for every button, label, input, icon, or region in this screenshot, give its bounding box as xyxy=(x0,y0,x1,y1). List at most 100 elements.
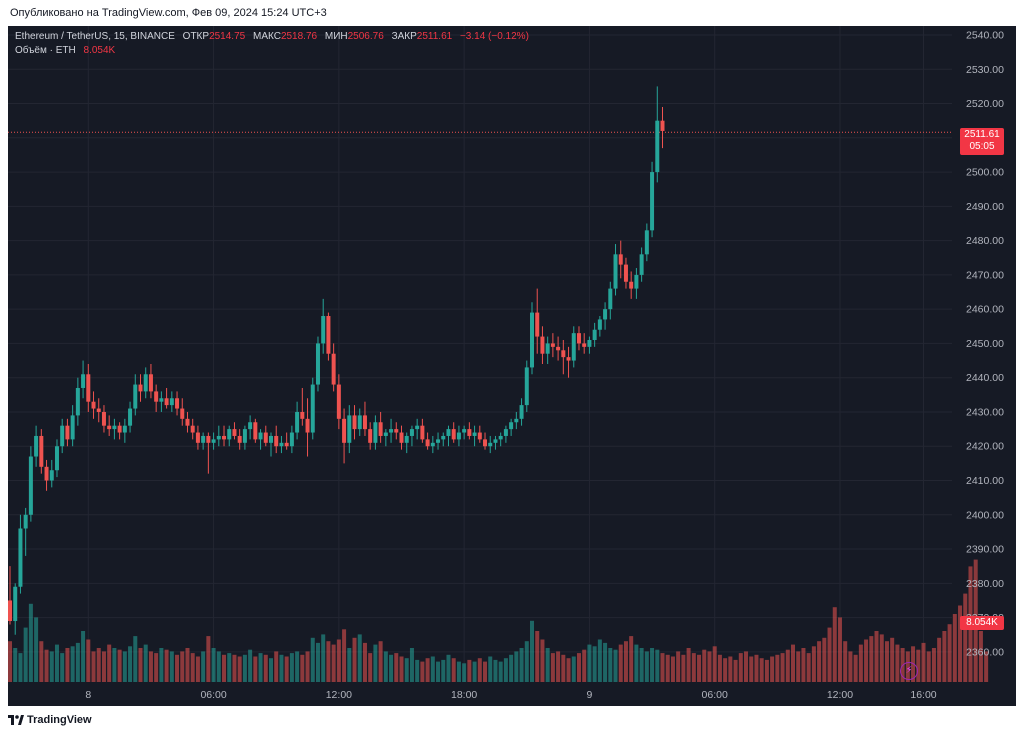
volume-bar xyxy=(284,656,289,682)
x-axis-tick-label: 8 xyxy=(85,689,91,701)
volume-bar xyxy=(362,642,367,682)
y-axis-tick-label: 2430.00 xyxy=(966,406,1004,418)
volume-bar xyxy=(389,654,394,682)
legend-volume-label[interactable]: Объём · ETH xyxy=(15,45,76,56)
candle-body xyxy=(483,439,488,447)
lightning-icon[interactable]: ⚡ xyxy=(900,662,918,680)
volume-bar xyxy=(780,653,785,682)
volume-bar xyxy=(107,644,112,682)
candle-body xyxy=(629,281,634,289)
candle-body xyxy=(175,398,180,409)
candle-body xyxy=(571,333,576,361)
candle-body xyxy=(639,254,644,275)
volume-bar xyxy=(895,644,900,682)
candle-body xyxy=(164,398,169,406)
volume-bar xyxy=(310,637,315,682)
volume-bar xyxy=(545,648,550,682)
publish-caption: Опубликовано на TradingView.com, Фев 09,… xyxy=(10,7,327,19)
volume-bar xyxy=(843,641,848,682)
volume-bar xyxy=(623,641,628,682)
candlestick-chart[interactable]: 2360.002370.002380.002390.002400.002410.… xyxy=(8,26,1016,706)
volume-bar xyxy=(869,636,874,682)
volume-bar xyxy=(937,637,942,682)
volume-bar xyxy=(347,648,352,682)
volume-bar xyxy=(86,639,91,682)
legend-low-value: 2506.76 xyxy=(347,31,384,42)
volume-bar xyxy=(185,648,190,682)
volume-bar xyxy=(738,653,743,682)
candle-body xyxy=(561,350,566,358)
volume-bar xyxy=(315,642,320,682)
candle-body xyxy=(284,442,289,447)
publish-header: Опубликовано на TradingView.com, Фев 09,… xyxy=(0,0,1024,26)
legend-high-label: МАКС xyxy=(253,31,281,42)
candle-body xyxy=(592,329,597,341)
volume-bar xyxy=(952,614,957,682)
volume-bar xyxy=(686,648,691,682)
volume-bar xyxy=(216,651,221,682)
candle-body xyxy=(86,374,91,402)
volume-bar xyxy=(295,651,300,682)
legend-volume-row: Объём · ETH 8.054K xyxy=(15,44,529,58)
x-axis-tick-label: 16:00 xyxy=(910,689,936,701)
x-axis-tick-label: 12:00 xyxy=(827,689,853,701)
volume-bar xyxy=(13,648,18,682)
legend-volume-value: 8.054K xyxy=(83,45,116,56)
volume-bar xyxy=(383,651,388,682)
volume-bar xyxy=(159,648,164,682)
y-axis-tick-label: 2400.00 xyxy=(966,509,1004,521)
chart-area[interactable]: 2360.002370.002380.002390.002400.002410.… xyxy=(8,26,1016,706)
candle-body xyxy=(409,429,414,436)
candle-body xyxy=(399,432,404,443)
candle-body xyxy=(13,586,18,622)
candle-body xyxy=(430,442,435,447)
candle-body xyxy=(462,429,467,433)
volume-bar xyxy=(576,653,581,682)
volume-bar xyxy=(477,658,482,682)
volume-bar xyxy=(618,644,623,682)
volume-bar xyxy=(49,651,54,682)
candle-body xyxy=(634,274,639,289)
volume-bar xyxy=(112,648,117,682)
volume-bar xyxy=(352,637,357,682)
volume-bar xyxy=(629,636,634,682)
volume-bar xyxy=(436,661,441,682)
volume-bar xyxy=(493,659,498,682)
chart-background xyxy=(8,26,1016,706)
volume-bar xyxy=(681,654,686,682)
candle-body xyxy=(180,408,185,419)
volume-bar xyxy=(801,648,806,682)
volume-bar xyxy=(650,648,655,682)
candle-body xyxy=(498,435,503,440)
volume-bar xyxy=(848,651,853,682)
legend-symbol[interactable]: Ethereum / TetherUS, 15, BINANCE xyxy=(15,31,175,42)
candle-body xyxy=(587,340,592,347)
volume-bar xyxy=(744,651,749,682)
candle-body xyxy=(300,411,305,419)
volume-bar xyxy=(472,661,477,682)
volume-bar xyxy=(300,654,305,682)
candle-body xyxy=(582,343,587,347)
candle-body xyxy=(368,429,373,443)
candle-body xyxy=(211,439,216,443)
volume-bar xyxy=(670,656,675,682)
legend-change-value: −3.14 (−0.12%) xyxy=(459,31,529,42)
volume-bar xyxy=(44,649,49,682)
candle-body xyxy=(70,415,75,440)
y-axis-tick-label: 2450.00 xyxy=(966,338,1004,350)
candle-body xyxy=(39,435,44,467)
volume-bar xyxy=(404,658,409,682)
volume-bar xyxy=(864,639,869,682)
candle-body xyxy=(248,422,253,430)
candle-body xyxy=(75,387,80,416)
candle-body xyxy=(383,432,388,436)
volume-bar xyxy=(227,653,232,682)
volume-bar xyxy=(446,654,451,682)
candle-body xyxy=(357,415,362,430)
volume-bar xyxy=(749,656,754,682)
volume-bar xyxy=(28,603,33,682)
candle-body xyxy=(34,435,39,457)
candle-body xyxy=(122,425,127,433)
y-axis-tick-label: 2410.00 xyxy=(966,475,1004,487)
candle-body xyxy=(305,418,310,433)
